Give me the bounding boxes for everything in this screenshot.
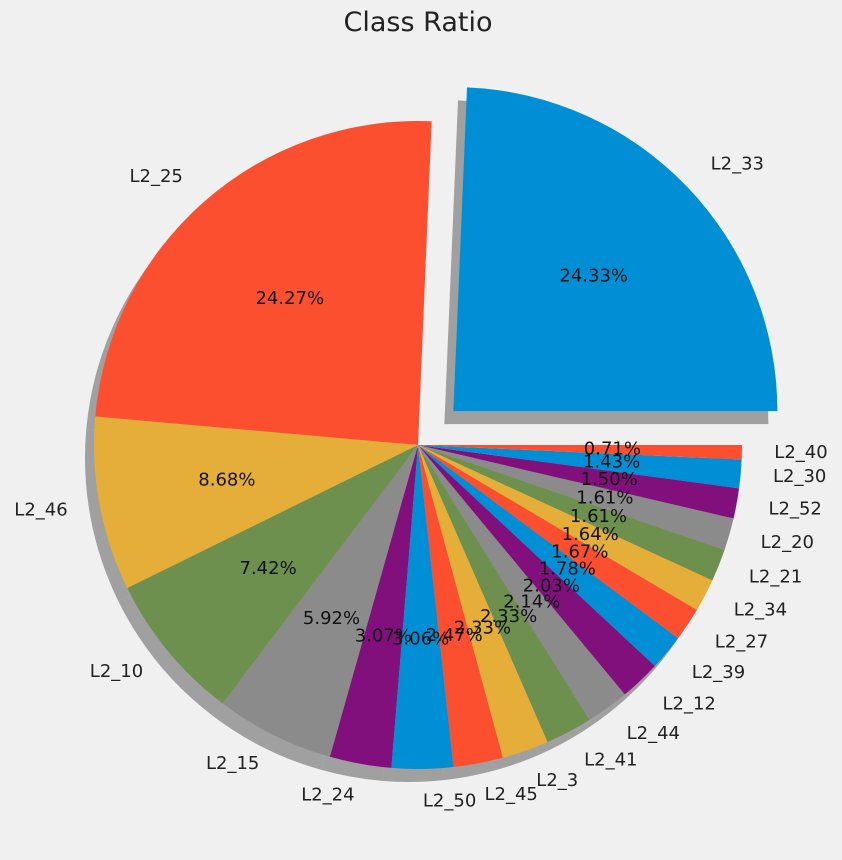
- percentage-label: 1.50%: [581, 469, 638, 490]
- percentage-label: 2.33%: [454, 617, 511, 638]
- percentage-label: 0.71%: [584, 438, 641, 459]
- category-label: L2_52: [769, 498, 822, 519]
- pie-slice-l2-45: [418, 445, 503, 768]
- pie-slice-l2-33: [453, 87, 778, 412]
- category-label: L2_39: [692, 662, 745, 683]
- pie-slice-l2-15: [222, 445, 418, 757]
- pie-slice-l2-39: [418, 445, 679, 667]
- pie-slice-l2-41: [418, 445, 590, 742]
- category-label: L2_44: [627, 723, 680, 744]
- category-label: L2_15: [206, 753, 259, 774]
- percentage-label: 1.64%: [562, 524, 619, 545]
- percentage-label: 5.92%: [303, 608, 360, 629]
- category-label: L2_3: [536, 770, 578, 791]
- category-label: L2_25: [130, 166, 183, 187]
- percentage-label: 3.06%: [392, 628, 449, 649]
- percentage-label: 1.61%: [570, 506, 627, 527]
- category-label: L2_12: [663, 693, 716, 714]
- percentage-label: 8.68%: [198, 470, 255, 491]
- percentage-label: 7.42%: [240, 558, 297, 579]
- chart-title: Class Ratio: [344, 7, 493, 38]
- percentage-label: 3.07%: [355, 625, 412, 646]
- percentage-label: 2.47%: [426, 625, 483, 646]
- percentage-label: 1.67%: [551, 542, 608, 563]
- pie-slice-l2-3: [418, 445, 548, 758]
- pie-slice-l2-12: [418, 445, 655, 695]
- percentage-label: 24.33%: [559, 266, 628, 287]
- pie-slice-l2-27: [418, 445, 697, 639]
- pie-slice-l2-21: [418, 445, 725, 581]
- pie-slice-l2-25: [95, 121, 432, 445]
- pie-slice-l2-44: [418, 445, 625, 720]
- category-label: L2_21: [749, 566, 802, 587]
- category-labels: L2_33 L2_25 L2_46 L2_10 L2_15 L2_24 L2_50 L2_45…: [14, 153, 827, 811]
- category-label: L2_33: [711, 153, 764, 174]
- category-label: L2_41: [584, 749, 637, 770]
- pie-slice-l2-10: [127, 445, 418, 704]
- category-label: L2_46: [14, 500, 67, 521]
- category-label: L2_40: [774, 442, 827, 463]
- percentage-label: 1.61%: [576, 488, 633, 509]
- percentage-label: 1.78%: [539, 559, 596, 580]
- percentage-label: 24.27%: [255, 288, 324, 309]
- pie-slice-l2-40: [418, 445, 742, 460]
- category-label: L2_24: [301, 785, 354, 806]
- category-label: L2_50: [423, 790, 476, 811]
- category-label: L2_45: [485, 784, 538, 805]
- pie-slice-l2-20: [418, 445, 734, 550]
- pie-slices: [93, 87, 778, 769]
- category-label: L2_34: [734, 599, 787, 620]
- category-label: L2_10: [90, 661, 143, 682]
- pie-slice-l2-30: [418, 445, 742, 489]
- pie-slice-l2-46: [93, 416, 418, 589]
- category-label: L2_30: [773, 466, 826, 487]
- category-label: L2_27: [715, 631, 768, 652]
- pie-slice-l2-50: [391, 445, 454, 769]
- percentage-label: 2.33%: [480, 606, 537, 627]
- percentage-label: 2.03%: [523, 575, 580, 596]
- pie-slice-l2-52: [418, 445, 740, 519]
- pie-slice-l2-34: [418, 445, 713, 610]
- percentage-label: 2.14%: [503, 592, 560, 613]
- percentage-label: 1.43%: [583, 451, 640, 472]
- pie-slice-l2-24: [329, 445, 418, 768]
- category-label: L2_20: [761, 532, 814, 553]
- percentage-labels: 24.33% 24.27% 8.68% 7.42% 5.92%3.07%3.06%2.4…: [198, 266, 641, 650]
